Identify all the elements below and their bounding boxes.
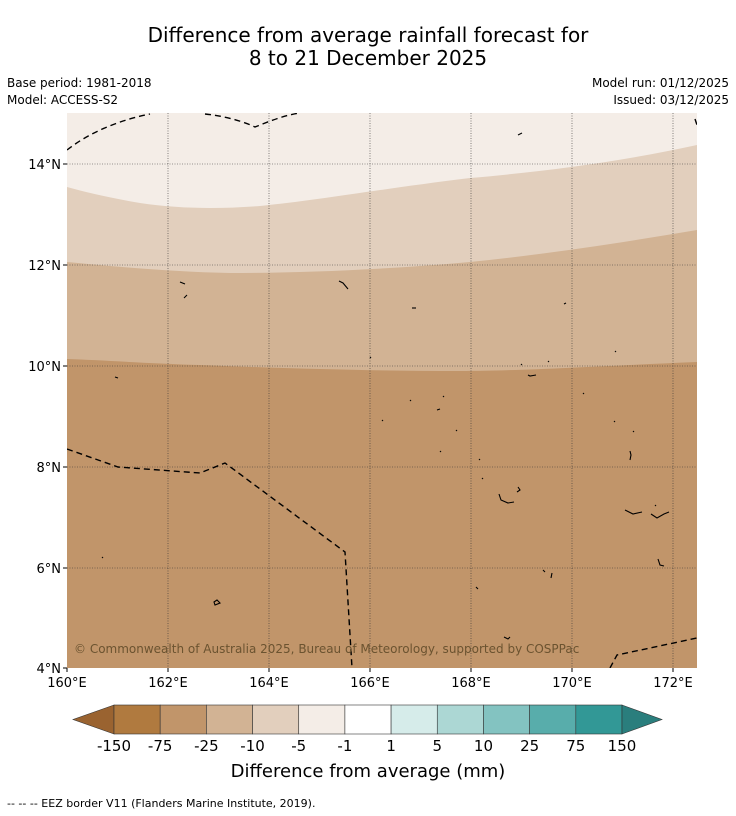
- lon-label-160e: 160°E: [47, 676, 87, 691]
- lon-label-172e: 172°E: [653, 676, 693, 691]
- lon-label-168e: 168°E: [451, 676, 491, 691]
- band-minus1-to-minus5: [67, 113, 697, 208]
- lat-label-10n: 10°N: [28, 360, 61, 375]
- colorbar-tick-label: 75: [566, 737, 585, 755]
- colorbar-arrow-low: [72, 704, 115, 735]
- colorbar-segment: [113, 704, 161, 735]
- colorbar-segment: [159, 704, 207, 735]
- colorbar-segment: [344, 704, 392, 735]
- gridlines: [67, 113, 697, 668]
- lat-label-8n: 8°N: [37, 461, 62, 476]
- colorbar-tick-label: -5: [291, 737, 306, 755]
- copyright-notice: © Commonwealth of Australia 2025, Bureau…: [74, 642, 579, 656]
- colorbar-segment: [298, 704, 346, 735]
- lon-label-164e: 164°E: [249, 676, 289, 691]
- title-line-1: Difference from average rainfall forecas…: [147, 23, 589, 47]
- lat-label-12n: 12°N: [28, 259, 61, 274]
- colorbar-tick-label: -150: [97, 737, 131, 755]
- colorbar-title: Difference from average (mm): [230, 761, 506, 782]
- colorbar-segment: [529, 704, 577, 735]
- lon-label-170e: 170°E: [552, 676, 592, 691]
- map-plot-area: © Commonwealth of Australia 2025, Bureau…: [67, 113, 697, 668]
- axis-ticks: [63, 163, 674, 672]
- islands: [101, 132, 670, 640]
- colorbar-tick-label: -25: [194, 737, 219, 755]
- colorbar-segment: [483, 704, 530, 735]
- model-run: Model run: 01/12/2025: [591, 76, 729, 90]
- title-line-2: 8 to 21 December 2025: [248, 46, 488, 70]
- colorbar-tick-label: -75: [148, 737, 173, 755]
- colorbar: -150 -75 -25 -10 -5 -1 1 5 10 25 75 150: [72, 704, 663, 755]
- colorbar-tick-label: 5: [432, 737, 442, 755]
- colorbar-tick-label: -10: [240, 737, 265, 755]
- colorbar-tick-label: 25: [520, 737, 539, 755]
- colorbar-segment: [206, 704, 253, 735]
- issued-date: Issued: 03/12/2025: [613, 93, 729, 107]
- base-period: Base period: 1981-2018: [7, 76, 152, 90]
- colorbar-arrow-high: [621, 704, 663, 735]
- eez-borders: [67, 113, 697, 668]
- lon-label-162e: 162°E: [148, 676, 188, 691]
- lon-label-166e: 166°E: [350, 676, 390, 691]
- eez-footnote: -- -- -- EEZ border V11 (Flanders Marine…: [7, 797, 316, 810]
- colorbar-tick-label: -1: [337, 737, 352, 755]
- colorbar-tick-label: 150: [608, 737, 637, 755]
- longitude-labels: 160°E 162°E 164°E 166°E 168°E 170°E 172°…: [47, 676, 693, 691]
- colorbar-segment: [575, 704, 623, 735]
- colorbar-segment: [436, 704, 484, 735]
- colorbar-segment: [252, 704, 300, 735]
- latitude-labels: 14°N 12°N 10°N 8°N 6°N 4°N: [28, 158, 61, 677]
- lat-label-14n: 14°N: [28, 158, 61, 173]
- colorbar-tick-label: 1: [386, 737, 396, 755]
- colorbar-segment: [390, 704, 438, 735]
- colorbar-tick-label: 10: [474, 737, 493, 755]
- lat-label-6n: 6°N: [37, 562, 62, 577]
- lat-label-4n: 4°N: [37, 662, 62, 677]
- model-name: Model: ACCESS-S2: [7, 93, 119, 107]
